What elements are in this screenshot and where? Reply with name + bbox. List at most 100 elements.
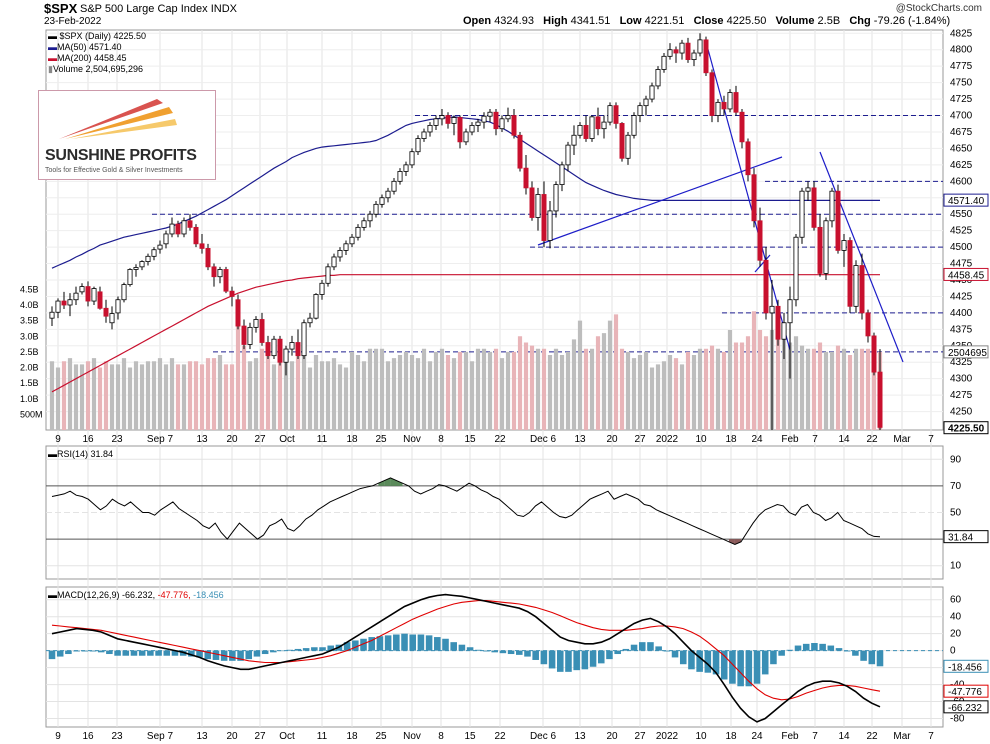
volume-bar	[319, 361, 325, 430]
volume-bar	[391, 358, 397, 430]
price-tick-label: 4475	[950, 259, 973, 270]
candle-body	[355, 226, 361, 238]
macd-signal-tag-box	[943, 684, 989, 698]
ma200-tag: 4458.45	[948, 270, 985, 281]
macd-histogram-bar	[860, 650, 867, 661]
macd-histogram-bar	[491, 650, 498, 653]
macd-histogram-bar	[270, 650, 277, 653]
candle-body	[139, 261, 145, 268]
macd-histogram-bar	[524, 650, 531, 657]
volume-bar	[685, 351, 691, 430]
volume-bar	[673, 358, 679, 430]
macd-histogram-bar	[212, 650, 220, 660]
volume-bar	[511, 351, 517, 430]
volume-bar	[781, 333, 787, 430]
volume-bar	[445, 355, 451, 430]
rsi-tick-label: 10	[950, 561, 962, 572]
x-tick-label: 16	[82, 434, 94, 445]
x-tick-label-bottom: 9	[55, 731, 61, 742]
macd-tick-label: 20	[950, 629, 962, 640]
candle-body	[145, 255, 151, 262]
volume-bar	[241, 345, 247, 430]
macd-signal-tag: -47.776	[948, 687, 982, 698]
candle-body	[247, 326, 253, 345]
volume-bar	[223, 364, 229, 430]
rsi-tick-label: 90	[950, 454, 962, 465]
candle-body	[325, 266, 331, 284]
price-tick-label: 4625	[950, 160, 973, 171]
candle-body	[865, 312, 871, 337]
x-tick-label-bottom: 27	[634, 731, 646, 742]
x-tick-label: 18	[346, 434, 358, 445]
volume-bar	[709, 345, 715, 430]
trend-lines	[537, 41, 904, 363]
macd-value-tag-box	[943, 700, 989, 714]
macd-histogram-bar	[556, 650, 564, 672]
candle-body	[517, 134, 523, 169]
macd-histogram-bar	[311, 647, 318, 651]
candle-body	[829, 190, 835, 222]
volume-tick-label: 500M	[20, 409, 43, 419]
volume-bar	[67, 358, 73, 430]
rsi-swatch-icon: ▬	[48, 449, 57, 459]
candle-body	[781, 322, 787, 340]
x-tick-label: 7	[928, 434, 934, 445]
ma50-legend: ▬MA(50) 4571.40	[48, 42, 122, 52]
volume-bar	[607, 320, 613, 430]
volume-bar	[79, 364, 85, 430]
volume-bar	[265, 342, 271, 430]
candle-body	[877, 371, 883, 428]
price-legend-text: $SPX (Daily) 4225.50	[59, 31, 147, 41]
volume-bar	[61, 361, 67, 430]
volume-tag-box	[943, 345, 989, 359]
volume-legend: ▮Volume 2,504,695,296	[48, 64, 143, 75]
candle-body	[439, 115, 445, 120]
price-tick-label: 4425	[950, 291, 973, 302]
candle-body	[343, 243, 349, 251]
macd-histogram-bar	[376, 636, 384, 651]
macd-signal-value: -47.776,	[157, 590, 191, 600]
macd-histogram-bar	[81, 650, 89, 652]
x-tick-label: Dec 6	[530, 434, 557, 445]
candle-body	[469, 124, 475, 133]
candle-body	[607, 105, 613, 123]
macd-histogram-bar	[548, 650, 556, 669]
macd-hist-tag: -18.456	[948, 662, 982, 673]
candle-body	[157, 244, 163, 250]
candle-body	[733, 92, 739, 113]
macd-hist-tag-box	[943, 659, 989, 673]
volume-bar	[751, 311, 757, 430]
volume-bar	[331, 358, 337, 430]
x-tick-label: 18	[725, 434, 737, 445]
candle-body	[229, 290, 235, 297]
volume-bar	[763, 336, 769, 430]
copyright-label[interactable]: @StockCharts.com	[895, 3, 982, 14]
candle-body	[127, 269, 133, 286]
macd-histogram-bar	[507, 650, 515, 655]
macd-histogram-bar	[204, 650, 212, 660]
rsi-tick-label: 50	[950, 508, 962, 519]
x-tick-label-bottom: 20	[226, 731, 238, 742]
candle-body	[217, 269, 223, 278]
macd-histogram-bar	[450, 642, 457, 651]
macd-histogram-bar	[368, 637, 376, 651]
rsi-oversold-fill	[734, 539, 741, 545]
x-tick-label-bottom: 23	[111, 731, 123, 742]
x-tick-label: 13	[196, 434, 208, 445]
candle-body	[535, 194, 541, 218]
volume-bar	[595, 336, 601, 430]
candle-body	[415, 138, 421, 153]
volume-bar	[439, 348, 445, 430]
volume-bar	[259, 348, 265, 430]
macd-histogram-bar	[475, 649, 482, 651]
ohlc-stats: Open 4324.93 High 4341.51 Low 4221.51 Cl…	[463, 15, 950, 27]
candle-body	[433, 118, 439, 126]
candle-body	[757, 220, 763, 261]
volume-bar	[655, 364, 661, 430]
macd-histogram-bar	[188, 650, 195, 657]
price-tick-label: 4500	[950, 242, 973, 253]
volume-legend-text: Volume 2,504,695,296	[52, 64, 144, 74]
macd-histogram-bar	[327, 645, 335, 651]
candle-body	[409, 151, 415, 166]
price-tick-label: 4725	[950, 94, 973, 105]
